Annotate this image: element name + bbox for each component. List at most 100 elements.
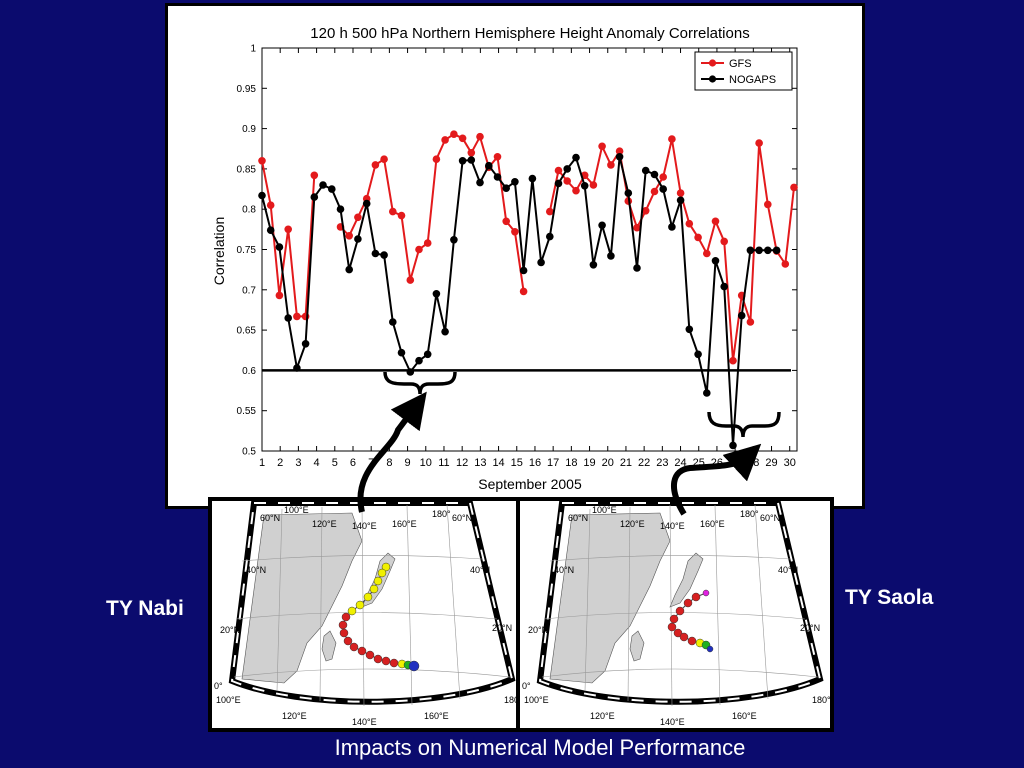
- data-point-gfs: [371, 161, 380, 169]
- x-tick-label: 21: [620, 457, 632, 469]
- data-point-nogaps: [467, 156, 476, 164]
- track-point: [389, 658, 399, 668]
- legend-label-gfs: GFS: [729, 58, 752, 70]
- data-point-nogaps: [746, 246, 755, 255]
- map-lon-label: 160°E: [732, 711, 757, 721]
- data-point-nogaps: [668, 223, 676, 231]
- data-point-gfs: [511, 228, 519, 236]
- data-point-nogaps: [284, 314, 292, 322]
- data-point-nogaps: [624, 189, 633, 197]
- japan: [669, 552, 704, 608]
- data-point-gfs: [764, 200, 772, 209]
- map-lon-label: 120°E: [620, 519, 645, 529]
- map-lon-label: 140°E: [660, 717, 685, 727]
- map-lat-label: 40°N: [470, 565, 490, 575]
- storm-track-saola: [667, 589, 714, 653]
- data-point-gfs: [641, 207, 650, 215]
- chart-panel: 120 h 500 hPa Northern Hemisphere Height…: [165, 3, 865, 509]
- data-point-nogaps: [659, 185, 667, 193]
- map-labels: 60°N 100°E 120°E 140°E 160°E 180° 60°N 4…: [214, 505, 522, 727]
- x-tick-label: 17: [547, 457, 559, 469]
- series-nogaps: [258, 153, 781, 450]
- x-tick-label: 26: [711, 457, 723, 469]
- data-point-nogaps: [266, 226, 275, 234]
- data-point-gfs: [589, 181, 598, 189]
- map-lon-label: 100°E: [216, 695, 241, 705]
- data-point-nogaps: [764, 246, 772, 255]
- x-tick-label: 1: [259, 457, 265, 469]
- track-point: [357, 646, 367, 656]
- x-tick-label: 11: [438, 457, 449, 469]
- x-axis-label: September 2005: [478, 476, 582, 492]
- map-saola: 60°N 100°E 120°E 140°E 160°E 180° 60°N 4…: [516, 497, 834, 732]
- data-point-gfs: [397, 211, 406, 220]
- map-lon-label: 140°E: [660, 521, 685, 531]
- data-point-gfs: [293, 312, 301, 321]
- data-point-gfs: [703, 249, 711, 258]
- track-point: [408, 660, 420, 672]
- data-point-gfs: [650, 187, 659, 196]
- x-tick-label: 29: [765, 457, 777, 469]
- map-nabi: 60°N 100°E 120°E 140°E 160°E 180° 60°N 4…: [208, 497, 526, 732]
- data-point-nogaps: [319, 181, 327, 189]
- x-tick-label: 28: [747, 457, 759, 469]
- data-point-gfs: [450, 130, 458, 138]
- data-point-gfs: [284, 225, 292, 234]
- map-lat-label: 0°: [214, 681, 223, 691]
- label-ty-nabi: TY Nabi: [106, 597, 184, 620]
- data-point-nogaps: [328, 185, 336, 193]
- y-tick-label: 0.95: [237, 84, 257, 95]
- track-point: [683, 598, 693, 608]
- map-lon-label: 120°E: [590, 711, 615, 721]
- data-point-nogaps: [450, 236, 458, 244]
- data-point-gfs: [476, 132, 484, 141]
- data-point-nogaps: [720, 282, 728, 291]
- data-point-gfs: [563, 177, 571, 185]
- data-point-gfs: [668, 135, 676, 143]
- data-point-nogaps: [354, 235, 362, 243]
- track-point: [687, 636, 697, 646]
- data-point-nogaps: [476, 178, 484, 187]
- data-point-nogaps: [572, 153, 580, 162]
- series-gfs: [258, 130, 798, 365]
- data-point-gfs: [598, 142, 606, 151]
- data-point-gfs: [406, 276, 415, 284]
- slide-caption: Impacts on Numerical Model Performance: [334, 735, 746, 760]
- data-point-nogaps: [546, 232, 554, 241]
- data-point-gfs: [729, 356, 737, 365]
- brace-nabi: [383, 371, 457, 395]
- x-tick-label: 18: [565, 457, 577, 469]
- map-lon-label: 160°E: [700, 519, 725, 529]
- data-point-gfs: [694, 233, 702, 242]
- chart-title: 120 h 500 hPa Northern Hemisphere Height…: [310, 25, 749, 42]
- map-lon-label: 60°N: [568, 513, 588, 523]
- y-tick-label: 0.65: [237, 326, 257, 337]
- data-point-gfs: [572, 186, 580, 195]
- y-tick-label: 0.6: [242, 366, 256, 377]
- data-point-gfs: [755, 139, 763, 147]
- map-lat-label: 40°N: [246, 565, 266, 575]
- legend-marker-nogaps: [708, 75, 717, 83]
- track-point: [673, 628, 683, 638]
- x-tick-label: 5: [332, 457, 338, 469]
- track-point: [369, 584, 379, 594]
- data-point-nogaps: [397, 348, 406, 357]
- data-point-nogaps: [589, 261, 598, 269]
- x-tick-label: 6: [350, 457, 356, 469]
- philippines: [321, 630, 337, 662]
- data-point-nogaps: [633, 264, 641, 272]
- data-point-gfs: [415, 245, 423, 254]
- x-tick-label: 24: [674, 457, 686, 469]
- data-point-nogaps: [519, 266, 528, 275]
- x-tick-label: 9: [405, 457, 411, 469]
- data-point-nogaps: [563, 165, 571, 173]
- y-tick-label: 0.8: [242, 205, 256, 216]
- x-tick-label: 13: [474, 457, 486, 469]
- data-point-nogaps: [336, 205, 345, 213]
- data-point-nogaps: [607, 252, 615, 260]
- data-point-nogaps: [493, 173, 502, 181]
- data-point-nogaps: [406, 368, 415, 376]
- map-lon-label: 100°E: [524, 695, 549, 705]
- graticule: [233, 504, 511, 707]
- data-point-gfs: [685, 219, 694, 228]
